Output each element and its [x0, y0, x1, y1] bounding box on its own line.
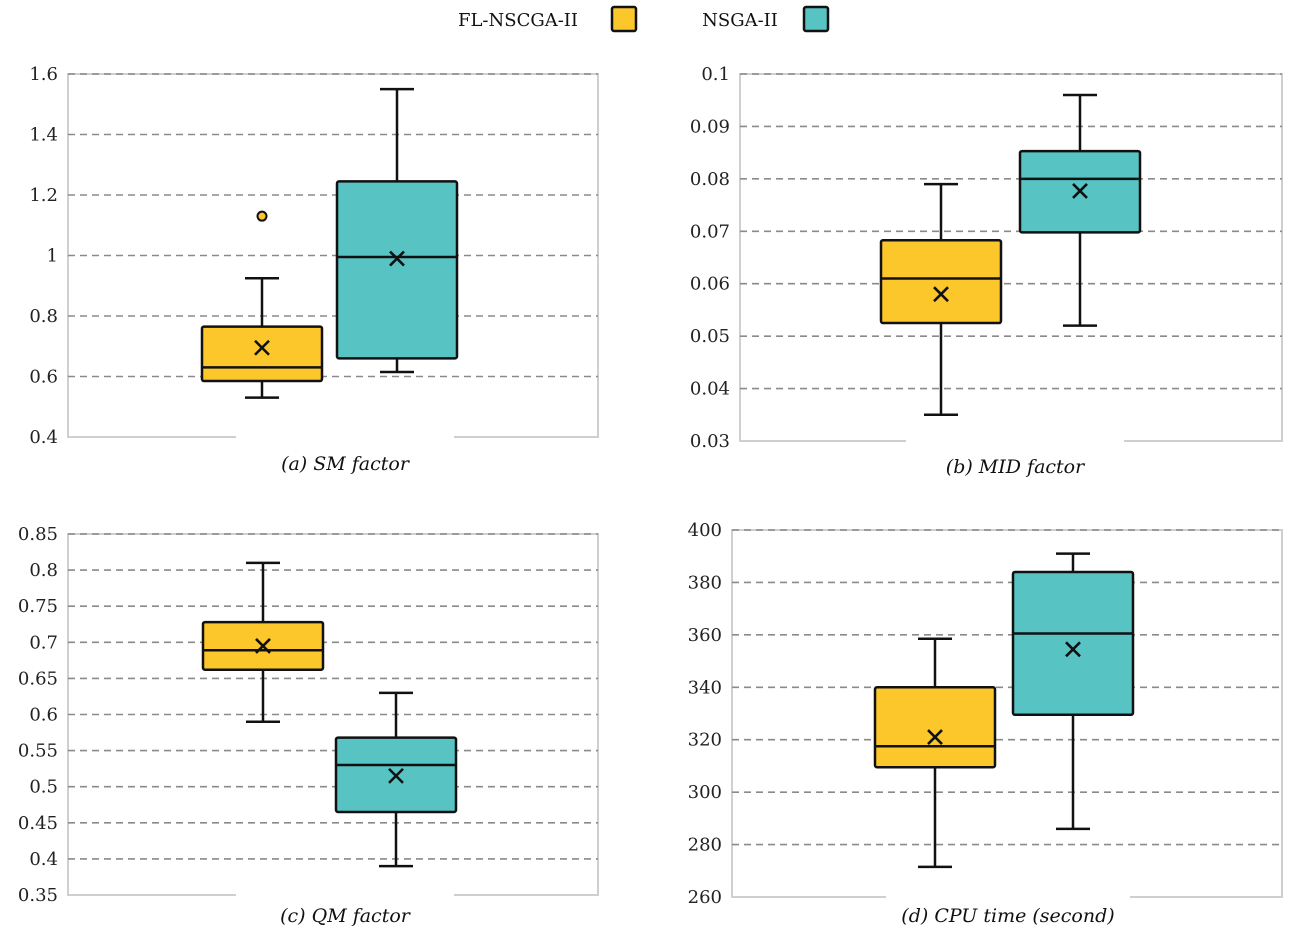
box-fl-nscga-ii-mean-marker — [933, 286, 949, 303]
y-tick-label: 1.6 — [29, 64, 58, 85]
plot-frame — [739, 73, 1283, 442]
y-tick-label: 0.09 — [690, 116, 730, 137]
y-tick-label: 0.35 — [18, 885, 58, 906]
box-nsga-ii-mean-marker — [389, 250, 405, 267]
chart-panel-sm-factor: 0.4 0.6 0.8 1 1.2 1.4 1.6 (a) SM factor — [29, 64, 599, 475]
y-tick-label: 0.05 — [690, 326, 730, 347]
y-tick-label: 400 — [688, 520, 722, 541]
panel-caption: (a) SM factor — [281, 453, 411, 475]
y-tick-label: 0.55 — [18, 741, 58, 762]
box-nsga-ii-iqr — [335, 180, 459, 360]
chart-panel-qm-factor: 0.35 0.4 0.45 0.5 0.55 0.6 0.65 0.7 0.75 0.8 0.85 (… — [18, 524, 599, 930]
box-fl-nscga-ii-iqr — [873, 686, 997, 769]
y-tick-label: 1 — [47, 246, 58, 267]
y-tick-label: 0.08 — [690, 169, 730, 190]
y-tick-label: 300 — [688, 782, 722, 803]
panel-caption: (b) MID factor — [946, 456, 1086, 478]
panel-caption: (d) CPU time (second) — [901, 905, 1114, 927]
panel-caption: (c) QM factor — [280, 905, 412, 927]
y-tick-label: 0.03 — [690, 431, 730, 452]
plot-frame — [731, 529, 1283, 898]
y-tick-label: 0.04 — [690, 379, 730, 400]
box-fl-nscga-ii-mean-marker — [254, 339, 270, 356]
y-tick-label: 0.8 — [29, 560, 58, 581]
y-tick-label: 360 — [688, 625, 722, 646]
y-tick-label: 0.8 — [29, 306, 58, 327]
y-tick-label: 0.65 — [18, 668, 58, 689]
y-tick-label: 0.45 — [18, 813, 58, 834]
y-tick-label: 0.4 — [29, 427, 58, 448]
box-fl-nscga-ii-outlier — [256, 210, 268, 222]
y-tick-label: 280 — [688, 835, 722, 856]
box-fl-nscga-ii-iqr — [879, 238, 1003, 325]
y-tick-label: 0.6 — [29, 367, 58, 388]
chart-panel-mid-factor: 0.03 0.04 0.05 0.06 0.07 0.08 0.09 0.1 (b) MID f… — [690, 64, 1283, 478]
y-tick-label: 260 — [688, 887, 722, 908]
y-tick-label: 0.6 — [29, 705, 58, 726]
y-tick-label: 0.06 — [690, 274, 730, 295]
legend-swatch-nsga-ii — [802, 5, 830, 33]
y-tick-label: 380 — [688, 572, 722, 593]
y-tick-label: 1.2 — [29, 185, 58, 206]
y-tick-label: 0.85 — [18, 524, 58, 545]
y-tick-label: 1.4 — [29, 125, 58, 146]
y-tick-label: 0.07 — [690, 221, 730, 242]
legend-swatch-fl-nscga-ii — [610, 5, 638, 33]
y-tick-label: 0.7 — [29, 632, 58, 653]
box-fl-nscga-ii-mean-marker — [255, 637, 271, 654]
caption-band — [906, 438, 1124, 478]
legend-label-fl-nscga-ii: FL-NSCGA-II — [458, 10, 578, 31]
box-nsga-ii-mean-marker — [1065, 641, 1081, 658]
legend: FL-NSCGA-II NSGA-II — [458, 5, 830, 33]
y-tick-label: 0.1 — [701, 64, 730, 85]
box-fl-nscga-ii-mean-marker — [927, 729, 943, 746]
y-tick-label: 0.75 — [18, 596, 58, 617]
legend-label-nsga-ii: NSGA-II — [702, 10, 778, 31]
caption-band — [886, 894, 1130, 930]
y-tick-label: 320 — [688, 730, 722, 751]
box-nsga-ii-iqr — [1011, 570, 1135, 717]
box-nsga-ii-mean-marker — [1072, 182, 1088, 199]
box-nsga-ii-mean-marker — [388, 767, 404, 784]
y-tick-label: 340 — [688, 677, 722, 698]
caption-band — [236, 892, 454, 930]
chart-panel-cpu-time: 260 280 300 320 340 360 380 400 (d) CPU time (se… — [688, 520, 1283, 930]
box-fl-nscga-ii-iqr — [200, 325, 324, 383]
caption-band — [236, 434, 454, 474]
y-tick-label: 0.4 — [29, 849, 58, 870]
y-tick-label: 0.5 — [29, 777, 58, 798]
